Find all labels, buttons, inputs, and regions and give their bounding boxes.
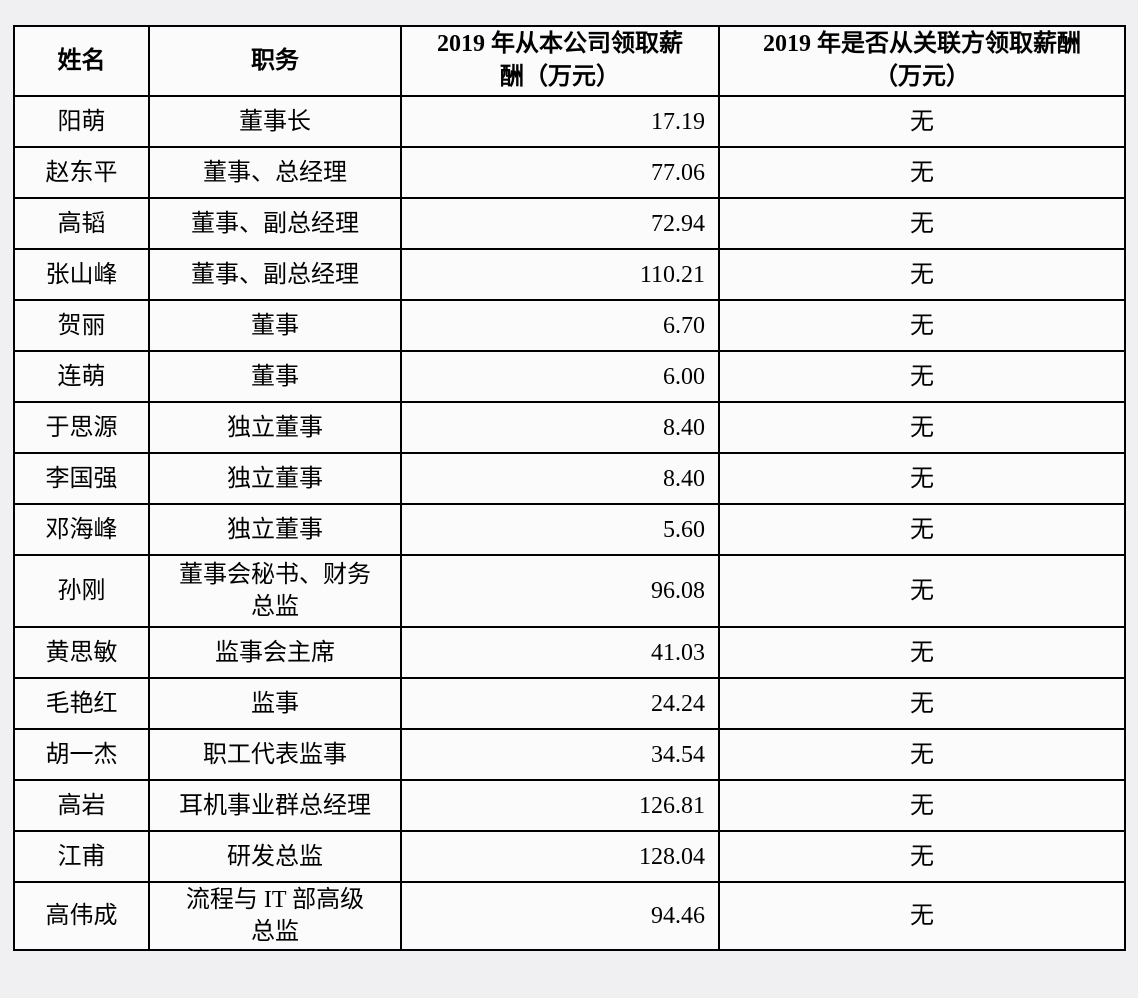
position-cell: 董事、副总经理 [148,248,402,301]
related-party-cell: 无 [718,248,1126,301]
salary-cell: 94.46 [400,881,720,951]
related-party-cell: 无 [718,299,1126,352]
position-cell: 独立董事 [148,401,402,454]
table-row: 连萌 董事 6.00 无 [13,350,1126,403]
col-header-related-party-salary: 2019 年是否从关联方领取薪酬 （万元） [718,25,1126,97]
table-row: 贺丽 董事 6.70 无 [13,299,1126,352]
table-row: 邓海峰 独立董事 5.60 无 [13,503,1126,556]
related-party-cell: 无 [718,779,1126,832]
table-row: 赵东平 董事、总经理 77.06 无 [13,146,1126,199]
table-row: 黄思敏 监事会主席 41.03 无 [13,626,1126,679]
related-party-cell: 无 [718,881,1126,951]
related-party-cell: 无 [718,197,1126,250]
related-party-cell: 无 [718,830,1126,883]
table-row: 孙刚 董事会秘书、财务 总监 96.08 无 [13,554,1126,628]
salary-cell: 6.00 [400,350,720,403]
position-cell: 独立董事 [148,503,402,556]
salary-cell: 126.81 [400,779,720,832]
position-cell: 董事、副总经理 [148,197,402,250]
related-party-cell: 无 [718,626,1126,679]
salary-cell: 17.19 [400,95,720,148]
name-cell: 高韬 [13,197,150,250]
compensation-table: 姓名 职务 2019 年从本公司领取薪 酬（万元） 2019 年是否从关联方领取… [13,25,1126,951]
name-cell: 赵东平 [13,146,150,199]
salary-cell: 24.24 [400,677,720,730]
table-row: 高韬 董事、副总经理 72.94 无 [13,197,1126,250]
position-cell: 监事会主席 [148,626,402,679]
position-cell: 监事 [148,677,402,730]
related-party-cell: 无 [718,350,1126,403]
table-row: 毛艳红 监事 24.24 无 [13,677,1126,730]
related-party-cell: 无 [718,401,1126,454]
salary-cell: 96.08 [400,554,720,628]
position-cell: 董事 [148,350,402,403]
table-row: 张山峰 董事、副总经理 110.21 无 [13,248,1126,301]
related-party-cell: 无 [718,677,1126,730]
col-header-name: 姓名 [13,25,150,97]
name-cell: 于思源 [13,401,150,454]
name-cell: 胡一杰 [13,728,150,781]
position-cell: 董事 [148,299,402,352]
position-cell: 研发总监 [148,830,402,883]
table-row: 胡一杰 职工代表监事 34.54 无 [13,728,1126,781]
name-cell: 江甫 [13,830,150,883]
position-cell: 独立董事 [148,452,402,505]
salary-cell: 77.06 [400,146,720,199]
position-cell: 董事长 [148,95,402,148]
name-cell: 高岩 [13,779,150,832]
table-row: 阳萌 董事长 17.19 无 [13,95,1126,148]
position-cell: 流程与 IT 部高级 总监 [148,881,402,951]
salary-cell: 5.60 [400,503,720,556]
table-row: 江甫 研发总监 128.04 无 [13,830,1126,883]
salary-cell: 128.04 [400,830,720,883]
related-party-cell: 无 [718,95,1126,148]
name-cell: 张山峰 [13,248,150,301]
salary-cell: 8.40 [400,401,720,454]
name-cell: 黄思敏 [13,626,150,679]
salary-cell: 8.40 [400,452,720,505]
table-row: 李国强 独立董事 8.40 无 [13,452,1126,505]
name-cell: 阳萌 [13,95,150,148]
header-row: 姓名 职务 2019 年从本公司领取薪 酬（万元） 2019 年是否从关联方领取… [13,25,1126,97]
col-header-company-salary: 2019 年从本公司领取薪 酬（万元） [400,25,720,97]
related-party-cell: 无 [718,728,1126,781]
salary-cell: 72.94 [400,197,720,250]
related-party-cell: 无 [718,503,1126,556]
position-cell: 耳机事业群总经理 [148,779,402,832]
name-cell: 孙刚 [13,554,150,628]
salary-cell: 6.70 [400,299,720,352]
related-party-cell: 无 [718,146,1126,199]
col-header-position: 职务 [148,25,402,97]
name-cell: 贺丽 [13,299,150,352]
name-cell: 邓海峰 [13,503,150,556]
table-row: 高伟成 流程与 IT 部高级 总监 94.46 无 [13,881,1126,951]
position-cell: 董事会秘书、财务 总监 [148,554,402,628]
salary-cell: 41.03 [400,626,720,679]
salary-cell: 34.54 [400,728,720,781]
table-row: 高岩 耳机事业群总经理 126.81 无 [13,779,1126,832]
name-cell: 连萌 [13,350,150,403]
table-row: 于思源 独立董事 8.40 无 [13,401,1126,454]
related-party-cell: 无 [718,452,1126,505]
name-cell: 李国强 [13,452,150,505]
related-party-cell: 无 [718,554,1126,628]
name-cell: 毛艳红 [13,677,150,730]
salary-cell: 110.21 [400,248,720,301]
position-cell: 董事、总经理 [148,146,402,199]
document-page: 姓名 职务 2019 年从本公司领取薪 酬（万元） 2019 年是否从关联方领取… [13,25,1126,951]
position-cell: 职工代表监事 [148,728,402,781]
name-cell: 高伟成 [13,881,150,951]
